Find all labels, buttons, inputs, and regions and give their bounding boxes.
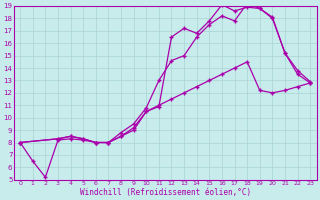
- X-axis label: Windchill (Refroidissement éolien,°C): Windchill (Refroidissement éolien,°C): [80, 188, 251, 197]
